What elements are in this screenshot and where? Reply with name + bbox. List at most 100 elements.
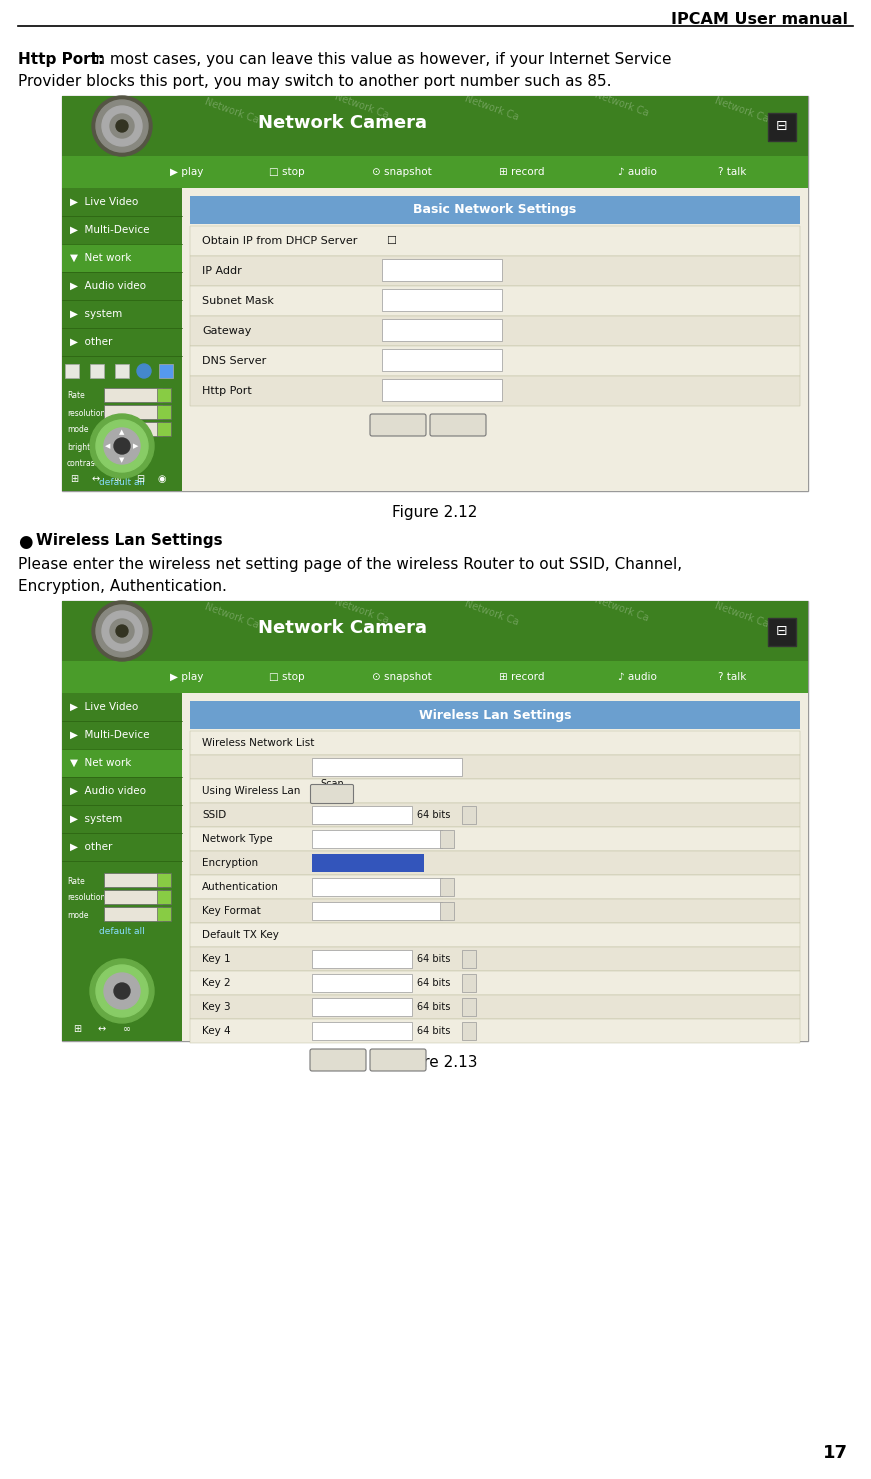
Text: ▶  system: ▶ system xyxy=(70,309,122,319)
Text: ⊞: ⊞ xyxy=(443,907,450,916)
Text: ▶: ▶ xyxy=(133,444,138,450)
Bar xyxy=(182,188,808,491)
Text: ⊞: ⊞ xyxy=(443,834,450,843)
Text: Gateway: Gateway xyxy=(202,325,252,336)
Text: ▶  Multi-Device: ▶ Multi-Device xyxy=(70,225,150,235)
Text: ⊞: ⊞ xyxy=(465,1026,472,1035)
Bar xyxy=(62,300,182,328)
Bar xyxy=(62,776,182,805)
Text: 50 HZ: 50 HZ xyxy=(106,910,129,918)
Bar xyxy=(62,600,808,1041)
Text: ⊞: ⊞ xyxy=(465,954,472,963)
Bar xyxy=(104,387,162,402)
Bar xyxy=(190,876,800,899)
Bar xyxy=(462,950,476,967)
Circle shape xyxy=(114,438,130,454)
Text: ⊞ record: ⊞ record xyxy=(499,671,544,682)
Bar xyxy=(440,830,454,847)
Text: Hexadecimal Number: Hexadecimal Number xyxy=(315,907,428,916)
Text: default all: default all xyxy=(99,478,145,487)
Text: Http Port:: Http Port: xyxy=(18,52,105,67)
Text: Open System: Open System xyxy=(315,881,385,892)
Text: ☑: ☑ xyxy=(317,784,328,797)
Bar xyxy=(190,827,800,850)
Text: 640*480: 640*480 xyxy=(106,892,139,902)
Text: Scan: Scan xyxy=(321,779,344,788)
Text: 640*480: 640*480 xyxy=(106,408,139,417)
Bar xyxy=(768,618,796,646)
Bar xyxy=(312,830,442,847)
Text: Key Format: Key Format xyxy=(202,907,260,916)
Bar xyxy=(462,806,476,824)
Circle shape xyxy=(96,964,148,1018)
Text: Basic Network Settings: Basic Network Settings xyxy=(414,204,577,216)
Text: ⊙ snapshot: ⊙ snapshot xyxy=(372,671,432,682)
Text: ∞: ∞ xyxy=(114,473,122,484)
Text: Using Wireless Lan: Using Wireless Lan xyxy=(202,785,300,796)
Bar xyxy=(312,1022,412,1040)
FancyBboxPatch shape xyxy=(430,414,486,436)
Text: ▶  Audio video: ▶ Audio video xyxy=(70,281,146,291)
Circle shape xyxy=(110,620,134,643)
Text: ⊟: ⊟ xyxy=(776,118,787,133)
Text: DNS Server: DNS Server xyxy=(202,356,267,365)
Text: bright: bright xyxy=(67,442,91,451)
Bar xyxy=(182,694,808,1041)
Text: ⊙ snapshot: ⊙ snapshot xyxy=(372,167,432,177)
Text: Network Ca: Network Ca xyxy=(334,92,390,120)
Bar xyxy=(312,950,412,967)
Text: Key 4: Key 4 xyxy=(202,1026,231,1035)
Bar xyxy=(157,387,171,402)
Circle shape xyxy=(116,120,128,132)
Text: 64 bits: 64 bits xyxy=(417,978,450,988)
Bar xyxy=(62,861,182,1041)
Text: Encryption, Authentication.: Encryption, Authentication. xyxy=(18,578,226,595)
Text: Wireless Lan Settings: Wireless Lan Settings xyxy=(36,532,223,549)
Text: ♪ audio: ♪ audio xyxy=(618,671,657,682)
Text: ▶  Audio video: ▶ Audio video xyxy=(70,785,146,796)
Bar xyxy=(462,1022,476,1040)
FancyBboxPatch shape xyxy=(370,414,426,436)
Bar xyxy=(190,226,800,256)
Text: ∞: ∞ xyxy=(123,1023,131,1034)
Bar xyxy=(440,902,454,920)
Bar xyxy=(382,319,502,342)
Circle shape xyxy=(90,414,154,478)
Text: ⊞: ⊞ xyxy=(70,473,78,484)
Text: Obtain IP from DHCP Server: Obtain IP from DHCP Server xyxy=(202,237,357,246)
Bar xyxy=(104,405,162,419)
Text: ▶  other: ▶ other xyxy=(70,337,112,348)
Text: default all: default all xyxy=(99,927,145,936)
Circle shape xyxy=(90,958,154,1023)
Bar xyxy=(312,902,442,920)
Bar xyxy=(65,364,79,379)
Circle shape xyxy=(102,611,142,651)
Text: ↔: ↔ xyxy=(98,1023,106,1034)
Text: 64 bits: 64 bits xyxy=(417,810,450,819)
Circle shape xyxy=(116,626,128,637)
Text: Figure 2.12: Figure 2.12 xyxy=(392,506,477,521)
Text: Encryption: Encryption xyxy=(202,858,258,868)
Bar xyxy=(382,379,502,401)
Bar xyxy=(312,879,442,896)
Text: Wireless Network List: Wireless Network List xyxy=(202,738,314,748)
Text: ⊞: ⊞ xyxy=(465,810,472,819)
Text: ▶  Live Video: ▶ Live Video xyxy=(70,703,138,711)
Bar xyxy=(312,853,412,873)
Bar xyxy=(62,661,808,694)
Text: ♪ audio: ♪ audio xyxy=(618,167,657,177)
Bar xyxy=(440,879,454,896)
Text: ⊞ record: ⊞ record xyxy=(499,167,544,177)
Text: Authentication: Authentication xyxy=(202,881,279,892)
Bar xyxy=(157,422,171,436)
Text: Refresh: Refresh xyxy=(378,1055,418,1065)
Bar xyxy=(410,853,424,873)
Text: 255.255.255.0: 255.255.255.0 xyxy=(386,296,467,306)
Text: ⊟: ⊟ xyxy=(136,473,144,484)
Circle shape xyxy=(96,420,148,472)
Text: ─  6  +: ─ 6 + xyxy=(92,442,118,451)
Bar xyxy=(62,188,182,491)
Text: Rate: Rate xyxy=(67,392,84,401)
Text: ▼  Net work: ▼ Net work xyxy=(70,253,132,263)
Bar xyxy=(62,600,808,661)
